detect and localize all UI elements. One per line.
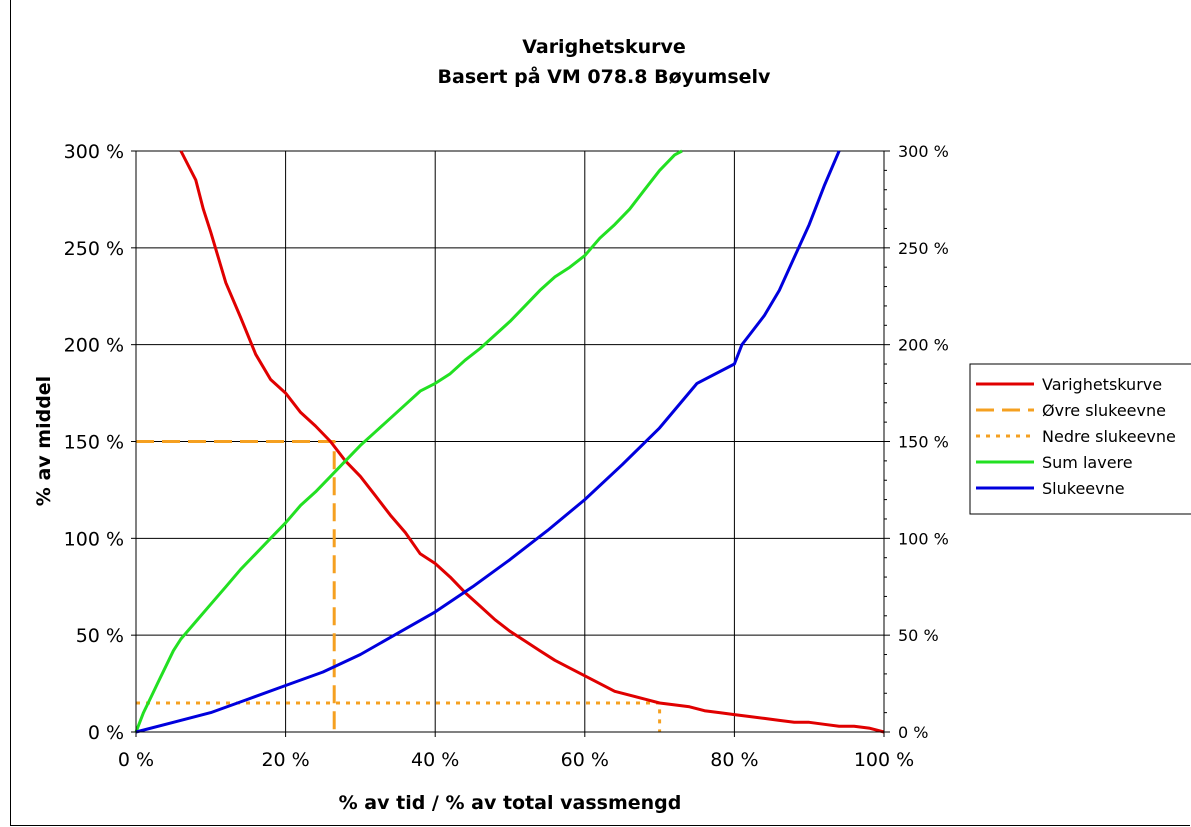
y-tick-label-left: 250 % (64, 238, 124, 260)
x-tick-label: 40 % (411, 749, 459, 771)
y-tick-label-right: 200 % (898, 336, 949, 355)
series-line--vre-slukeevne (136, 440, 336, 732)
grid-lines (136, 150, 884, 732)
legend: Varighetskurve Øvre slukeevne Nedre slukee… (969, 363, 1191, 515)
legend-label: Sum lavere (1042, 453, 1133, 472)
series-line-nedre-slukeevne (136, 701, 662, 732)
y-tick-label-right: 300 % (898, 142, 949, 161)
chart-subtitle: Basert på VM 078.8 Bøyumselv (438, 64, 771, 88)
legend-label: Slukeevne (1042, 479, 1125, 498)
chart-frame (10, 0, 1190, 826)
legend-label: Varighetskurve (1042, 375, 1162, 394)
y-tick-label-left: 150 % (64, 432, 124, 454)
y-tick-label-right: 100 % (898, 529, 949, 548)
x-tick-label: 80 % (710, 749, 758, 771)
legend-label: Nedre slukeevne (1042, 427, 1176, 446)
series-layer (134, 149, 885, 734)
y-tick-label-right: 0 % (898, 723, 928, 742)
y-tick-label-left: 300 % (64, 141, 124, 163)
axes (131, 150, 890, 737)
legend-label: Øvre slukeevne (1042, 401, 1166, 420)
y-axis-title: % av middel (33, 376, 55, 506)
x-tick-label: 20 % (261, 749, 309, 771)
x-tick-label: 60 % (561, 749, 609, 771)
y-tick-label-right: 150 % (898, 433, 949, 452)
tick-labels: 0 % 50 % 100 % 150 % 200 % 250 % 300 % 0 % 50 % 1… (64, 141, 949, 771)
y-tick-label-left: 50 % (76, 625, 124, 647)
y-tick-label-left: 200 % (64, 335, 124, 357)
y-tick-label-right: 50 % (898, 626, 939, 645)
x-tick-label: 100 % (854, 749, 914, 771)
chart-title: Varighetskurve (522, 36, 686, 58)
x-tick-label: 0 % (118, 749, 154, 771)
series-line-slukeevne (135, 150, 841, 734)
y-tick-label-left: 0 % (88, 722, 124, 744)
y-tick-label-left: 100 % (64, 528, 124, 550)
y-tick-label-right: 250 % (898, 239, 949, 258)
series-line-varighetskurve (179, 150, 885, 734)
x-axis-title: % av tid / % av total vassmengd (339, 792, 682, 814)
series-line-sum-lavere (134, 149, 683, 733)
